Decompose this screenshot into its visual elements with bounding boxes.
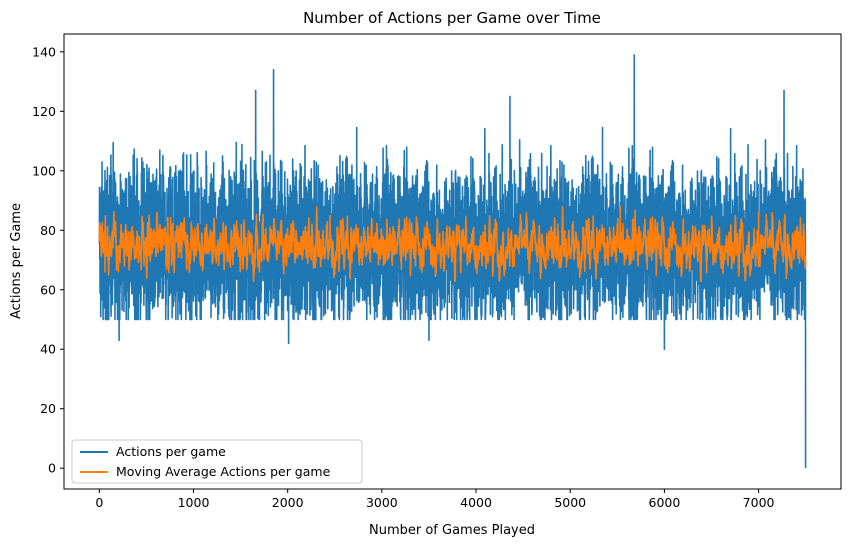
x-tick-label: 0 [95,495,103,510]
y-tick-label: 100 [32,163,56,178]
chart-title: Number of Actions per Game over Time [303,9,601,27]
y-tick-label: 120 [32,104,56,119]
x-tick-label: 6000 [649,495,681,510]
x-tick-label: 1000 [178,495,210,510]
series-layer [98,54,807,469]
y-axis-ticks: 0 20 40 60 80 100 120 140 [32,44,64,476]
y-tick-label: 60 [40,282,56,297]
x-tick-label: 3000 [366,495,398,510]
legend-label-actions: Actions per game [116,444,226,459]
y-tick-label: 40 [40,342,56,357]
legend-box [71,439,363,484]
plot-frame [63,33,842,490]
y-tick-label: 140 [32,44,56,59]
x-tick-label: 7000 [743,495,775,510]
legend: Actions per game Moving Average Actions … [71,439,363,484]
y-tick-label: 20 [40,401,56,416]
x-tick-label: 4000 [460,495,492,510]
y-tick-label: 0 [48,461,56,476]
plot-area [63,33,842,490]
y-tick-label: 80 [40,223,56,238]
series-actions-per-game-line [98,54,807,469]
series-moving-average-line [98,205,807,283]
x-tick-label: 2000 [272,495,304,510]
x-tick-label: 5000 [554,495,586,510]
legend-label-moving-average: Moving Average Actions per game [116,464,331,479]
x-axis-label: Number of Games Played [369,523,535,538]
x-axis-ticks: 0 1000 2000 3000 4000 5000 6000 7000 [95,489,775,510]
y-axis-label: Actions per Game [9,203,24,319]
